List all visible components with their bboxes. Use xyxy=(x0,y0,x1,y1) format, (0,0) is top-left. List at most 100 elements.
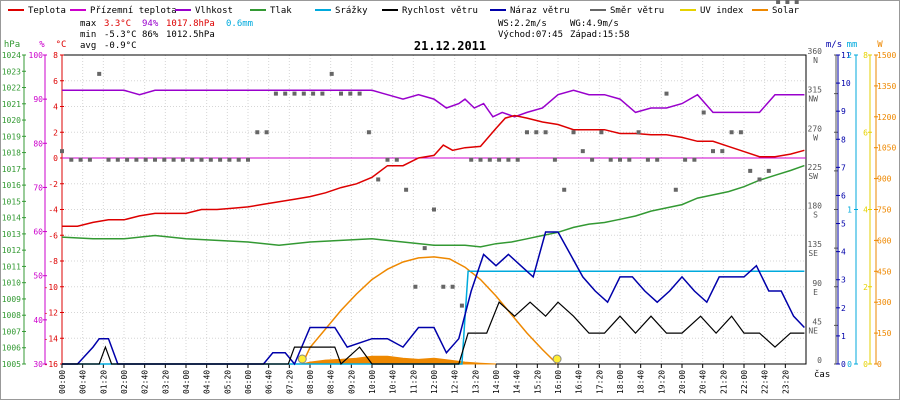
time-tick-label: 02:40 xyxy=(141,370,150,394)
direction-point xyxy=(143,157,148,162)
humidity-tick-label: 70 xyxy=(33,183,43,192)
temperature-unit: °C xyxy=(56,40,67,50)
time-tick-label: 01:20 xyxy=(99,370,108,394)
direction-point xyxy=(236,157,241,162)
pressure-line xyxy=(61,164,805,248)
wind-tick-label: 11 xyxy=(841,51,851,60)
direction-tick-label: 270 xyxy=(808,124,823,133)
pressure-tick-label: 1005 xyxy=(2,360,21,369)
direction-tick-label: W xyxy=(813,133,818,142)
legend-label: Srážky xyxy=(335,6,368,16)
direction-point xyxy=(329,71,334,76)
humidity-tick-label: 60 xyxy=(33,228,43,237)
solar-tick-label: 1500 xyxy=(877,51,896,60)
pressure-tick-label: 1017 xyxy=(2,165,21,174)
wind-tick-label: 2 xyxy=(841,304,846,313)
time-tick-label: 07:20 xyxy=(285,370,294,394)
time-tick-label: 05:20 xyxy=(223,370,232,394)
wind-speed-info: WS:2.2m/s xyxy=(498,19,547,29)
wind-tick-label: 9 xyxy=(841,107,846,116)
direction-point xyxy=(534,130,539,135)
stat-max-temp: 3.3°C xyxy=(104,19,131,29)
direction-point xyxy=(645,157,650,162)
wind-tick-label: 4 xyxy=(841,248,846,257)
direction-point xyxy=(301,91,306,96)
time-axis-label: čas xyxy=(814,369,830,380)
uv-tick-label: 6 xyxy=(863,128,868,137)
time-tick-label: 23:20 xyxy=(781,370,790,394)
sun-marker xyxy=(297,354,307,364)
wind-tick-label: 3 xyxy=(841,276,846,285)
pressure-tick-label: 1022 xyxy=(2,84,21,93)
direction-tick-label: 315 xyxy=(808,86,823,95)
direction-point xyxy=(478,157,483,162)
wind-speed-line xyxy=(62,301,805,366)
pressure-tick-label: 1016 xyxy=(2,181,21,190)
legend-label: Vlhkost xyxy=(195,6,233,16)
humidity-tick-label: 50 xyxy=(33,272,43,281)
direction-point xyxy=(422,246,427,251)
legend-label: UV index xyxy=(700,6,744,16)
time-tick-label: 00:00 xyxy=(58,370,67,394)
temperature-tick-label: 2 xyxy=(53,128,58,137)
direction-point xyxy=(655,157,660,162)
direction-point xyxy=(394,157,399,162)
pressure-tick-label: 1019 xyxy=(2,132,21,141)
stat-max-hum: 94% xyxy=(142,19,159,29)
direction-tick-label: 45 xyxy=(812,317,822,326)
wind-gust-line xyxy=(62,231,805,366)
direction-point xyxy=(673,187,678,192)
direction-point xyxy=(292,91,297,96)
grid xyxy=(62,55,806,364)
direction-point xyxy=(543,130,548,135)
time-tick-label: 12:40 xyxy=(451,370,460,394)
time-tick-label: 17:20 xyxy=(595,370,604,394)
direction-point xyxy=(766,168,771,173)
direction-point xyxy=(78,157,83,162)
direction-tick-label: NW xyxy=(808,95,818,104)
rain-tick-label: 1 xyxy=(847,206,852,215)
direction-point xyxy=(692,157,697,162)
humidity-tick-label: 90 xyxy=(33,95,43,104)
direction-tick-label: S xyxy=(813,211,818,220)
direction-point xyxy=(720,149,725,154)
time-tick-label: 20:00 xyxy=(678,370,687,394)
direction-point xyxy=(162,157,167,162)
humidity-tick-label: 100 xyxy=(29,51,44,60)
time-tick-label: 06:40 xyxy=(265,370,274,394)
direction-point xyxy=(748,168,753,173)
pressure-tick-label: 1007 xyxy=(2,327,21,336)
solar-tick-label: 150 xyxy=(877,329,892,338)
direction-point xyxy=(366,130,371,135)
direction-point xyxy=(525,130,529,135)
direction-tick-label: SW xyxy=(808,172,818,181)
sunset-info: Západ:15:58 xyxy=(570,30,630,40)
temperature-tick-label: 0 xyxy=(53,154,58,163)
direction-point xyxy=(218,157,223,162)
wind-tick-label: 7 xyxy=(841,163,846,172)
direction-point xyxy=(87,157,92,162)
pressure-unit: hPa xyxy=(4,40,20,50)
direction-point xyxy=(273,91,278,96)
pressure-tick-label: 1009 xyxy=(2,295,21,304)
direction-point xyxy=(376,177,381,182)
direction-point xyxy=(580,149,585,154)
time-tick-label: 22:00 xyxy=(740,370,749,394)
solar-tick-label: 600 xyxy=(877,236,892,245)
axes: hPa1005100610071008100910101011101210131… xyxy=(2,40,897,394)
legend-label: Přízemní teplota xyxy=(90,6,177,16)
time-tick-label: 11:20 xyxy=(409,370,418,394)
solar-tick-label: 900 xyxy=(877,175,892,184)
time-tick-label: 21:20 xyxy=(719,370,728,394)
rain-tick-label: 2 xyxy=(847,51,852,60)
temperature-tick-label: -12 xyxy=(44,309,59,318)
direction-tick-label: E xyxy=(813,288,818,297)
wind-unit: m/s xyxy=(826,40,842,50)
direction-point xyxy=(125,157,130,162)
direction-point xyxy=(608,157,613,162)
rain-tick-label: 0 xyxy=(847,360,852,369)
direction-point xyxy=(432,207,436,212)
direction-point xyxy=(785,0,790,4)
legend-label: Náraz větru xyxy=(510,6,570,16)
direction-point xyxy=(552,157,557,162)
